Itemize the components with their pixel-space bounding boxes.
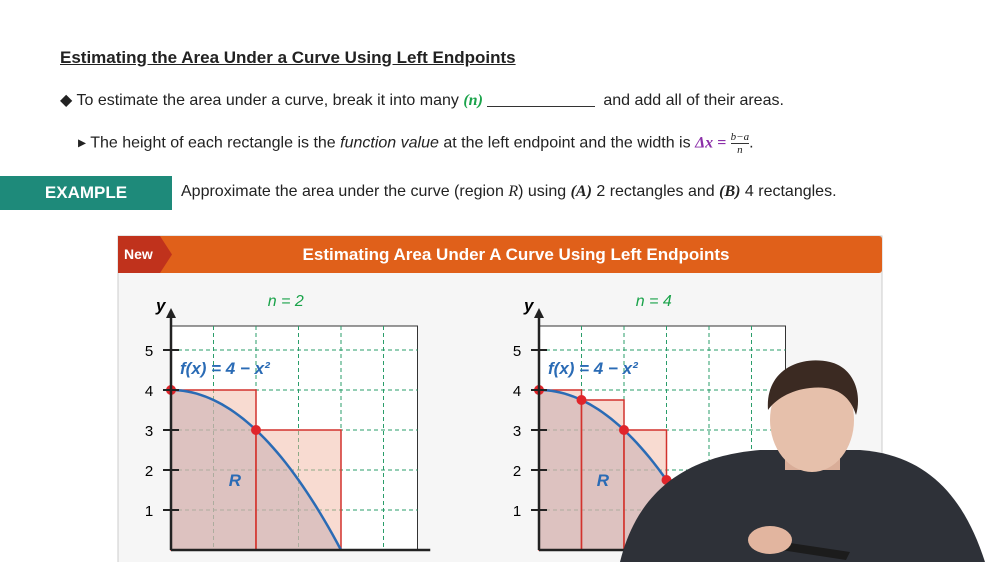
- tick-label: 5: [145, 343, 153, 360]
- text: To estimate the area under a curve, brea…: [76, 92, 459, 109]
- tick-label: 4: [513, 383, 521, 400]
- text: .: [749, 134, 754, 152]
- math: R: [508, 183, 519, 200]
- text: 2 rectangles and: [596, 183, 715, 200]
- plot-label: n = 4: [636, 293, 672, 310]
- shirt: [620, 450, 985, 562]
- sub-bullet: ▸ The height of each rectangle is the fu…: [78, 131, 754, 156]
- rectangle: [255, 429, 342, 551]
- bullet: ◆ To estimate the area under a curve, br…: [60, 92, 784, 109]
- presenter: [620, 360, 985, 562]
- tick-label: 3: [513, 423, 521, 440]
- point: [251, 425, 261, 435]
- page-title: Estimating the Area Under a Curve Using …: [60, 48, 516, 67]
- text: and add all of their areas.: [603, 92, 784, 109]
- badge: [118, 236, 172, 273]
- point: [619, 425, 629, 435]
- tick-label: 1: [145, 503, 153, 520]
- tick-label: 3: [145, 423, 153, 440]
- math: (B): [719, 183, 741, 200]
- denominator: n: [737, 144, 743, 156]
- point: [576, 395, 587, 405]
- text: ) using: [518, 183, 567, 200]
- function-label: f(x) = 4 − x²: [180, 359, 271, 378]
- arrow: [534, 308, 544, 318]
- axis-label: y: [155, 296, 167, 315]
- tick-label: 1: [513, 503, 521, 520]
- blank: [486, 106, 595, 107]
- tick-label: 2: [145, 463, 153, 480]
- text: Approximate the area under the curve (re…: [181, 183, 504, 200]
- tick-label: 2: [513, 463, 521, 480]
- function-label: f(x) = 4 − x²: [548, 359, 639, 378]
- region-label: R: [229, 471, 242, 490]
- text: 4 rectangles.: [744, 183, 837, 200]
- fraction: b−a n: [730, 131, 750, 156]
- arrow: [166, 308, 176, 318]
- plot-label: n = 2: [268, 293, 304, 310]
- math: Δx =: [695, 134, 727, 152]
- text: The height of each rectangle is the: [90, 134, 336, 152]
- rectangle: [170, 389, 257, 551]
- card-title: Estimating Area Under A Curve Using Left…: [303, 245, 730, 264]
- hand: [748, 526, 792, 554]
- hair: [767, 360, 859, 415]
- example-label: EXAMPLE: [0, 176, 172, 210]
- card-header: [118, 236, 882, 273]
- axis-label: y: [523, 296, 535, 315]
- example-text: Approximate the area under the curve (re…: [181, 183, 837, 201]
- numerator: b−a: [730, 131, 750, 144]
- text: function value: [340, 134, 439, 152]
- tick-label: 5: [513, 343, 521, 360]
- math: (n): [463, 92, 483, 109]
- math: (A): [570, 183, 592, 200]
- face: [770, 368, 854, 472]
- region-label: R: [597, 471, 610, 490]
- tick-label: 4: [145, 383, 153, 400]
- text: at the left endpoint and the width is: [443, 134, 691, 152]
- badge-text: New: [124, 246, 153, 262]
